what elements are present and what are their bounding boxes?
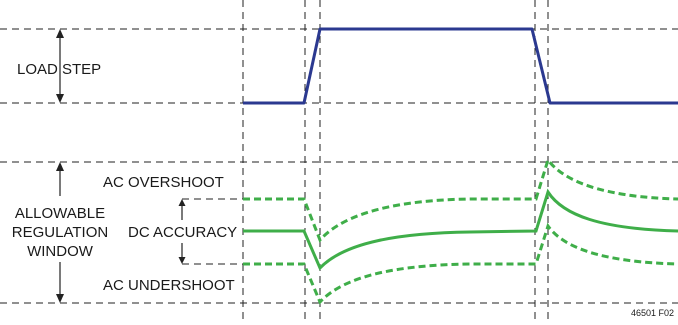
undershoot-envelope-trace <box>243 222 678 305</box>
dc-accuracy-arrow <box>178 199 186 264</box>
output-voltage-trace <box>243 188 678 271</box>
overshoot-envelope-trace <box>243 156 678 243</box>
load-step-arrow <box>56 29 64 103</box>
allowable-label-line2: REGULATION <box>12 224 108 241</box>
horizontal-guides <box>0 28 678 304</box>
load-step-trace <box>243 27 678 105</box>
ac-undershoot-label: AC UNDERSHOOT <box>103 277 235 294</box>
dc-accuracy-label: DC ACCURACY <box>128 224 237 241</box>
figure-id-label: 46501 F02 <box>631 308 674 318</box>
regulation-traces <box>243 156 678 305</box>
regulation-window-arrow <box>56 162 64 303</box>
vertical-guides <box>242 0 549 320</box>
ac-overshoot-label: AC OVERSHOOT <box>103 174 224 191</box>
allowable-label-line1: ALLOWABLE <box>15 205 105 222</box>
load-step-label: LOAD STEP <box>17 61 101 78</box>
allowable-label-line3: WINDOW <box>27 243 94 260</box>
